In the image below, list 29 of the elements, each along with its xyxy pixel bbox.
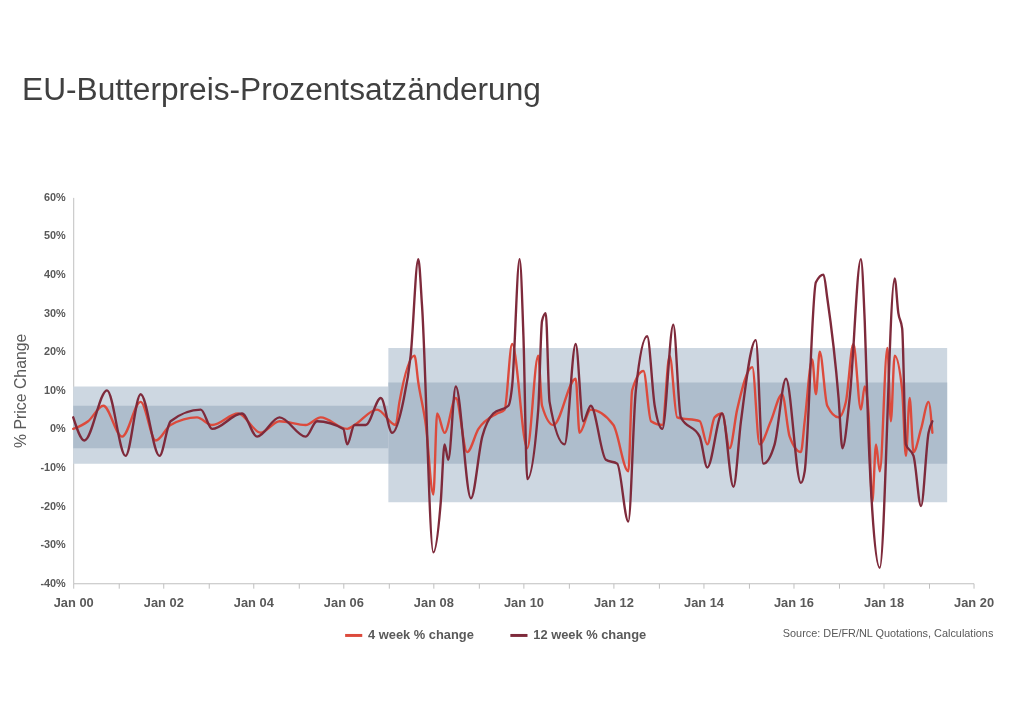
x-tick-label: Jan 08 <box>413 594 454 610</box>
x-tick-label: Jan 20 <box>954 594 995 610</box>
y-tick-label: 10% <box>44 383 67 396</box>
x-tick-label: Jan 18 <box>864 594 905 610</box>
y-tick-label: 40% <box>44 268 67 281</box>
legend-label: 4 week % change <box>368 627 474 643</box>
y-tick-label: 60% <box>44 190 67 203</box>
y-tick-label: -40% <box>40 576 67 589</box>
source-note: Source: DE/FR/NL Quotations, Calculations <box>782 626 994 639</box>
x-tick-label: Jan 10 <box>503 594 544 610</box>
y-axis-title: % Price Change <box>11 333 29 448</box>
y-tick-label: 0% <box>50 422 67 435</box>
y-tick-label: -20% <box>40 499 67 512</box>
y-tick-label: -30% <box>40 538 67 551</box>
line-series <box>72 342 934 504</box>
x-tick-label: Jan 04 <box>233 594 275 610</box>
y-tick-label: 30% <box>44 306 67 319</box>
y-tick-label: -10% <box>40 460 67 473</box>
x-tick-label: Jan 16 <box>773 594 814 610</box>
x-tick-label: Jan 14 <box>683 594 725 610</box>
legend-label: 12 week % change <box>533 627 647 643</box>
x-tick-label: Jan 00 <box>53 594 94 610</box>
x-tick-label: Jan 02 <box>143 594 184 610</box>
line-series <box>72 257 934 570</box>
chart-title: EU-Butterpreis-Prozentsatzänderung <box>22 71 541 108</box>
y-tick-label: 50% <box>44 229 67 242</box>
x-tick-label: Jan 12 <box>593 594 634 610</box>
x-tick-label: Jan 06 <box>323 594 364 610</box>
y-tick-label: 20% <box>44 345 67 358</box>
